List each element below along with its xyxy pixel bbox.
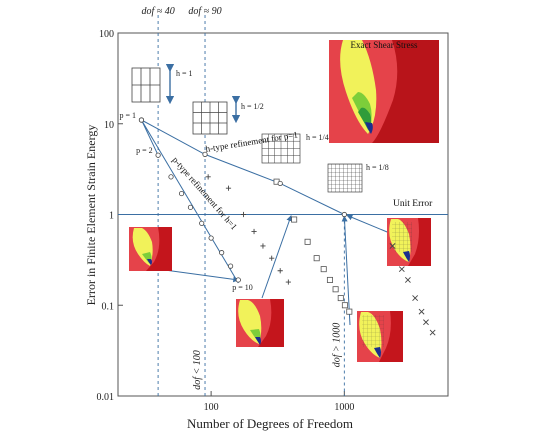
contour-h-refine	[236, 299, 284, 347]
h-refinement-point	[277, 180, 283, 187]
series-point-square	[326, 276, 333, 283]
p-refinement-line	[141, 119, 159, 156]
h-refinement-point	[202, 151, 208, 157]
h-point-label: h = 1	[176, 69, 193, 78]
p-point-label: p = 1	[119, 111, 136, 120]
x-tick-label: 1000	[334, 402, 354, 413]
callout-arrow	[261, 215, 293, 299]
dof-top-label: dof ≈ 40	[141, 6, 174, 17]
dof-top-label: dof ≈ 90	[188, 6, 221, 17]
y-tick-label: 10	[104, 120, 114, 131]
series-point-x	[404, 277, 411, 283]
h-refinement-line	[141, 119, 345, 215]
dof-side-label: dof < 100	[192, 350, 203, 390]
exact-shear-stress-label: Exact Shear Stress	[351, 40, 418, 50]
callout-arrow	[341, 215, 351, 326]
p-refinement-point	[227, 263, 234, 269]
y-tick-label: 0.01	[97, 392, 115, 403]
data-marks	[138, 117, 436, 336]
h-refinement-point	[341, 211, 347, 218]
series-point-plus	[260, 243, 266, 249]
p-refinement-point	[187, 204, 194, 210]
series-point-x	[418, 308, 425, 315]
x-axis-label: Number of Degrees of Freedom	[187, 416, 353, 431]
unit-error-label: Unit Error	[393, 199, 433, 209]
y-tick-label: 0.1	[102, 301, 115, 312]
series-point-plus	[285, 279, 291, 285]
p-refinement-trend-line	[141, 119, 239, 284]
mesh-h2	[192, 95, 241, 135]
h-point-label: h = 1/4	[306, 133, 329, 142]
y-tick-label: 1	[109, 211, 114, 222]
p-refinement-point	[168, 174, 174, 180]
p-refinement-point	[178, 190, 185, 197]
p-refinement-point	[219, 250, 225, 256]
series-point-x	[412, 295, 419, 301]
mesh-h4	[261, 133, 301, 164]
x-tick-label: 100	[204, 402, 219, 413]
h-refinement-point	[138, 117, 145, 123]
series-point-plus	[277, 268, 283, 274]
h-point-label: h = 1/8	[366, 163, 389, 172]
series-point-plus	[225, 185, 232, 191]
contour-p-refine	[129, 227, 172, 271]
series-point-square	[304, 238, 311, 245]
series-point-x	[398, 266, 405, 273]
series-point-x	[389, 243, 396, 249]
series-point-plus	[205, 174, 211, 180]
p-refinement-point	[199, 220, 205, 226]
series-point-x	[429, 329, 436, 336]
callout-arrow	[346, 214, 393, 235]
h-point-label: h = 1/2	[241, 102, 264, 111]
series-point-plus	[269, 255, 275, 261]
series-point-square	[291, 216, 298, 223]
contour-hp-refine	[387, 218, 431, 266]
series-point-square	[346, 308, 353, 315]
p-refinement-point	[208, 235, 214, 241]
y-axis-label: Error in Finite Element Strain Energy	[84, 125, 98, 306]
series-point-square	[320, 266, 327, 273]
point-labels: p = 1 p = 2 p = 10 h = 1 h = 1/2 h = 1/4 h = 1…	[119, 69, 388, 292]
dof-side-label: dof > 1000	[331, 323, 342, 368]
y-tick-label: 100	[99, 29, 114, 40]
series-point-square	[341, 302, 348, 309]
mesh-h1	[131, 63, 175, 105]
p-point-label: p = 10	[232, 283, 253, 292]
series-point-plus	[251, 228, 257, 235]
series-point-square	[332, 286, 339, 293]
p-point-label: p = 2	[136, 146, 153, 155]
contour-h-refine-fine	[357, 311, 403, 362]
p-refinement-point	[235, 277, 241, 283]
series-point-plus	[240, 211, 247, 218]
series-point-square	[313, 255, 320, 262]
contour-exact-shear-stress	[329, 40, 439, 143]
mesh-h8	[327, 163, 363, 193]
p-refinement-point	[155, 152, 161, 158]
series-point-square	[337, 295, 344, 302]
series-point-x	[423, 319, 429, 326]
